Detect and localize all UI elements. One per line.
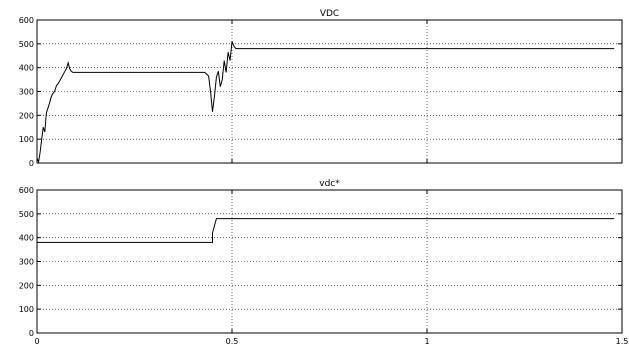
y-tick-label: 100 [19, 305, 34, 314]
y-tick-label: 100 [19, 135, 34, 144]
x-tick-label: 1.5 [616, 337, 629, 346]
x-tick-label: 1 [424, 337, 429, 346]
y-tick-label: 200 [19, 111, 34, 120]
y-tick-label: 400 [19, 234, 34, 243]
series-line-1 [36, 41, 615, 164]
scope-panel-2: vdc* 0 100 200 300 400 500 600 0 0.5 1 1.5 [19, 179, 629, 346]
y-tick-label: 400 [19, 64, 34, 73]
y-tick-label: 500 [19, 210, 34, 219]
plot-area [36, 189, 623, 334]
scope-panel-1: VDC 0 100 200 300 400 500 600 [19, 9, 623, 168]
y-tick-label: 500 [19, 40, 34, 49]
x-tick-label: 0 [34, 337, 39, 346]
chart-title: vdc* [319, 179, 340, 189]
y-tick-label: 600 [19, 186, 34, 195]
chart-title: VDC [320, 9, 339, 19]
series-line-1 [37, 218, 615, 243]
plot-area [36, 19, 623, 164]
y-tick-label: 600 [19, 16, 34, 25]
y-tick-label: 0 [29, 329, 34, 338]
y-tick-label: 300 [19, 258, 34, 267]
x-tick-label: 0.5 [226, 337, 239, 346]
y-tick-label: 300 [19, 88, 34, 97]
y-tick-label: 200 [19, 281, 34, 290]
y-tick-label: 0 [29, 159, 34, 168]
